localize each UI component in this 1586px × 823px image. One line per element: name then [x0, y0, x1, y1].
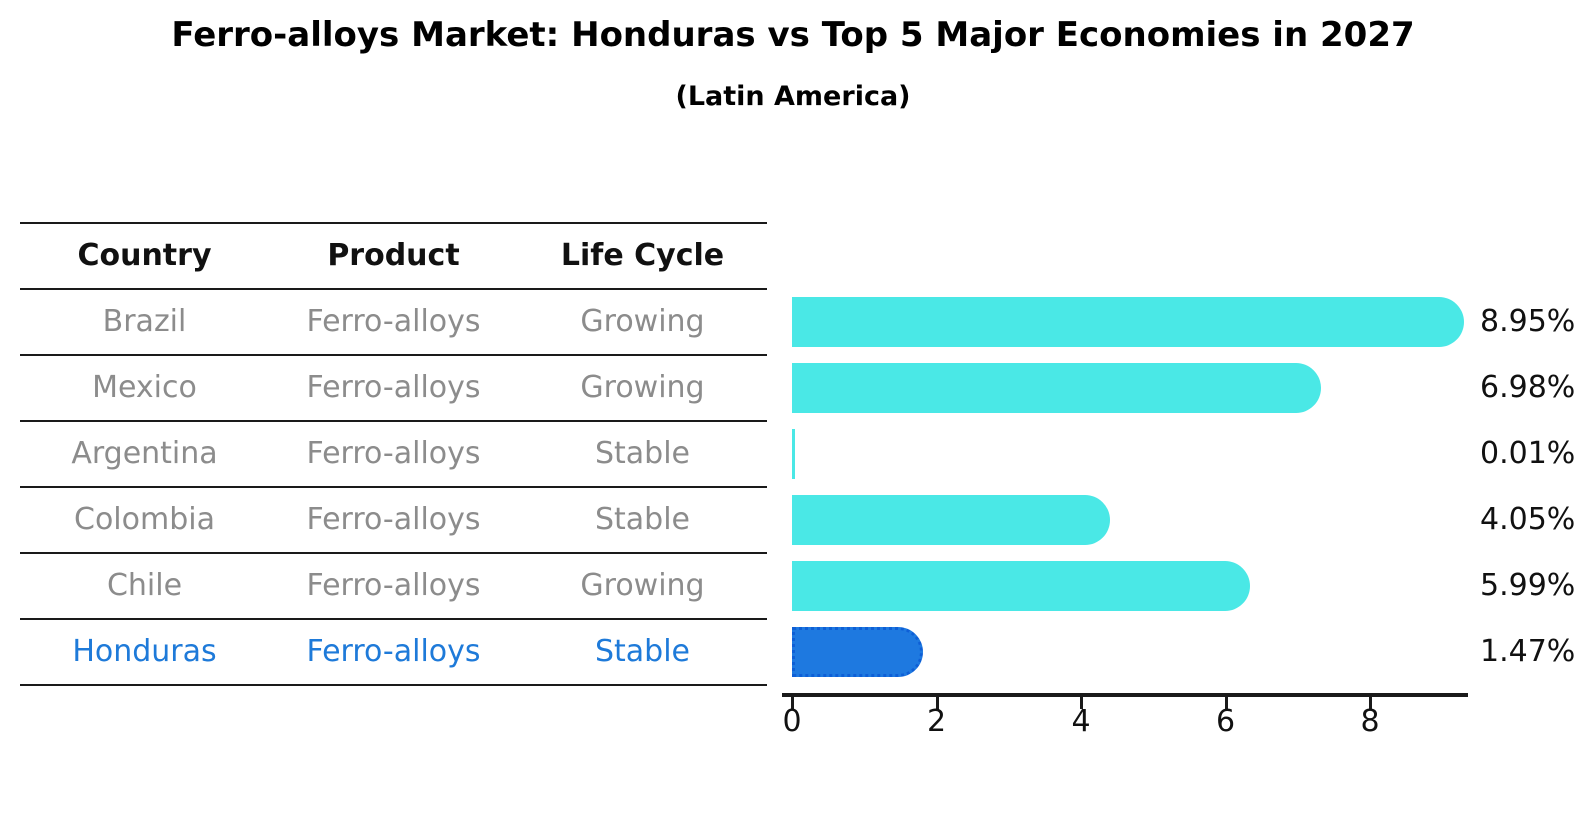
- life-cycle-cell: Growing: [580, 304, 705, 339]
- bar-value-label: 6.98%: [1480, 370, 1576, 405]
- life-cycle-cell: Stable: [594, 436, 691, 471]
- bar-colombia: [792, 495, 1110, 545]
- x-axis-tick: [1224, 697, 1228, 709]
- life-cycle-cell: Stable: [594, 502, 691, 537]
- table-body: Brazil Ferro-alloys Growing Mexico Ferro…: [20, 288, 767, 684]
- product-cell: Ferro-alloys: [306, 436, 481, 471]
- x-axis-tick-label: 6: [1215, 704, 1236, 739]
- x-axis-tick-label: 8: [1360, 704, 1380, 739]
- table-row: Honduras Ferro-alloys Stable: [20, 618, 767, 684]
- chart-subtitle: (Latin America): [675, 81, 911, 112]
- life-cycle-cell: Growing: [580, 568, 705, 603]
- bar-value-label: 5.99%: [1480, 568, 1576, 603]
- bar-honduras: [792, 627, 923, 677]
- x-axis-tick: [1369, 697, 1372, 709]
- bar-value-label: 1.47%: [1480, 634, 1576, 669]
- bar-value-label: 4.05%: [1480, 502, 1576, 537]
- bar-value-label: 8.95%: [1480, 304, 1576, 339]
- country-cell: Brazil: [102, 304, 187, 339]
- product-cell: Ferro-alloys: [306, 568, 481, 603]
- x-axis-tick-label: 4: [1071, 704, 1091, 739]
- table-row: Mexico Ferro-alloys Growing: [20, 354, 767, 420]
- country-cell: Chile: [106, 568, 183, 603]
- product-cell: Ferro-alloys: [306, 502, 481, 537]
- x-axis-tick-label: 2: [926, 704, 947, 739]
- chart-title: Ferro-alloys Market: Honduras vs Top 5 M…: [171, 15, 1415, 55]
- country-cell: Mexico: [92, 370, 197, 405]
- bar-brazil: [792, 297, 1464, 347]
- country-cell: Argentina: [71, 436, 218, 471]
- bar-mexico: [792, 363, 1321, 413]
- country-cell: Honduras: [72, 634, 217, 669]
- country-cell: Colombia: [74, 502, 215, 537]
- bar-chile: [792, 561, 1250, 611]
- table-header-row: Country Product Life Cycle: [20, 222, 767, 288]
- bar-value-label: 0.01%: [1480, 436, 1576, 471]
- product-cell: Ferro-alloys: [306, 634, 481, 669]
- x-axis-tick: [935, 697, 939, 709]
- table-row: Chile Ferro-alloys Growing: [20, 552, 767, 618]
- country-table: Country Product Life Cycle Brazil Ferro-…: [20, 222, 767, 686]
- product-cell: Ferro-alloys: [306, 304, 481, 339]
- column-header-country: Country: [77, 238, 212, 273]
- product-cell: Ferro-alloys: [306, 370, 481, 405]
- column-header-product: Product: [327, 238, 460, 273]
- bar-argentina: [792, 429, 795, 479]
- table-row: Argentina Ferro-alloys Stable: [20, 420, 767, 486]
- life-cycle-cell: Stable: [594, 634, 691, 669]
- x-axis-line: [782, 693, 1468, 697]
- life-cycle-cell: Growing: [580, 370, 705, 405]
- x-axis-tick-label: 0: [782, 704, 802, 739]
- column-header-life-cycle: Life Cycle: [560, 238, 725, 273]
- x-axis-tick: [791, 697, 794, 709]
- x-axis-tick: [1080, 697, 1083, 709]
- table-row: Brazil Ferro-alloys Growing: [20, 288, 767, 354]
- table-row: Colombia Ferro-alloys Stable: [20, 486, 767, 552]
